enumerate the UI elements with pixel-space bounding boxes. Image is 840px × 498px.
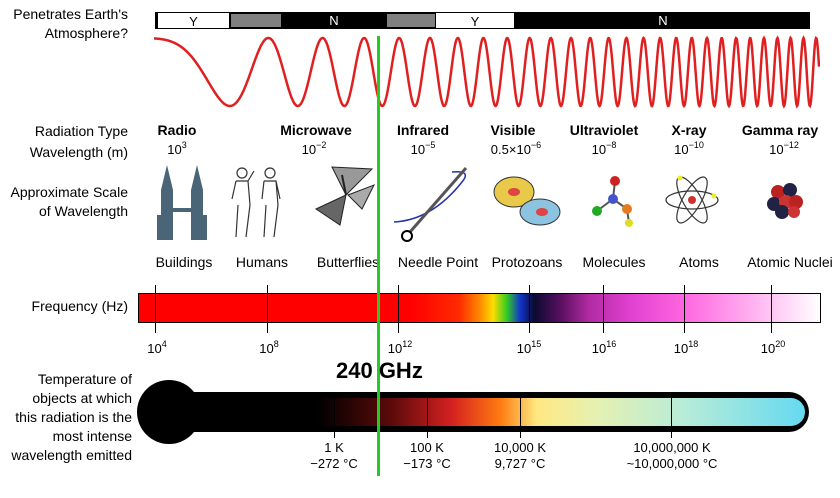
freq-tick-7 — [771, 285, 772, 333]
humans-icon — [231, 167, 281, 238]
temp-label-line3: this radiation is the — [15, 409, 132, 425]
wavelength-xray: 10−10 — [674, 140, 704, 158]
radiation-type-label: Radiation Type — [34, 123, 128, 139]
temp-label-100k: 100 K −173 °C — [403, 440, 451, 471]
temp-tick-2 — [427, 398, 428, 438]
temp-label-line5: wavelength emitted — [11, 447, 132, 463]
scale-label-line1: Approximate Scale — [10, 184, 128, 200]
atmosphere-label-line2: Atmosphere? — [44, 25, 128, 41]
atmosphere-segment-n1: N — [329, 13, 339, 28]
atmosphere-segment-n2: N — [658, 13, 668, 28]
type-ultraviolet: Ultraviolet — [569, 122, 639, 138]
nucleus-icon — [767, 183, 803, 219]
wavelength-gamma-ray: 10−12 — [769, 140, 799, 158]
atmosphere-label: Penetrates Earth's Atmosphere? — [0, 5, 128, 43]
frequency-bar — [138, 293, 821, 323]
temp-tick-4 — [671, 398, 672, 438]
type-infrared: Infrared — [396, 122, 450, 138]
wave-graphic — [154, 35, 820, 109]
scale-protozoans: Protozoans — [491, 254, 563, 270]
needle-icon — [393, 167, 468, 242]
temp-label-line2: objects at which — [32, 390, 132, 406]
freq-tick-6 — [684, 285, 685, 333]
wavelength-infrared: 10−5 — [410, 140, 436, 158]
atmosphere-label-line1: Penetrates Earth's — [13, 6, 128, 22]
atom-icon — [665, 175, 719, 224]
butterfly-icon — [314, 166, 376, 226]
type-microwave: Microwave — [280, 122, 352, 138]
type-xray: X-ray — [671, 122, 707, 138]
wavelength-microwave: 10−2 — [301, 140, 327, 158]
temp-tick-3 — [520, 398, 521, 438]
wave-line — [154, 35, 820, 109]
protozoa-icon — [493, 176, 561, 226]
freq-label-7: 1020 — [760, 339, 786, 357]
freq-tick-5 — [603, 285, 604, 333]
scale-needle-point: Needle Point — [397, 254, 479, 270]
atmosphere-segment-y1: Y — [157, 12, 230, 29]
freq-label-4: 1015 — [516, 339, 542, 357]
freq-tick-1 — [155, 285, 156, 333]
buildings-icon — [157, 165, 207, 240]
type-radio: Radio — [157, 122, 197, 138]
scale-label: Approximate Scale of Wavelength — [0, 183, 128, 221]
wavelength-label: Wavelength (m) — [29, 144, 128, 160]
temp-tick-1 — [334, 398, 335, 438]
temperature-label: Temperature of objects at which this rad… — [0, 370, 132, 465]
scale-humans: Humans — [235, 254, 289, 270]
temp-label-10000k: 10,000 K 9,727 °C — [493, 440, 547, 471]
frequency-label: Frequency (Hz) — [31, 298, 128, 314]
temp-label-line1: Temperature of — [37, 371, 132, 387]
freq-label-3: 1012 — [387, 339, 413, 357]
atmosphere-segment-y2: Y — [435, 12, 515, 29]
freq-label-5: 1016 — [591, 339, 617, 357]
freq-tick-3 — [398, 285, 399, 333]
freq-tick-2 — [267, 285, 268, 333]
freq-label-1: 104 — [147, 339, 167, 357]
wavelength-visible: 0.5×10−6 — [490, 140, 542, 158]
atmosphere-segment-partial1 — [231, 14, 281, 27]
thermometer — [137, 380, 809, 444]
molecule-icon — [592, 176, 633, 227]
marker-line — [377, 36, 380, 476]
marker-label: 240 GHz — [336, 358, 423, 383]
temp-label-1k: 1 K −272 °C — [310, 440, 358, 471]
type-gamma-ray: Gamma ray — [741, 122, 819, 138]
freq-label-6: 1018 — [673, 339, 699, 357]
type-visible: Visible — [490, 122, 536, 138]
scale-molecules: Molecules — [582, 254, 646, 270]
scale-buildings: Buildings — [155, 254, 213, 270]
scale-butterflies: Butterflies — [316, 254, 380, 270]
scale-atoms: Atoms — [679, 254, 719, 270]
wavelength-radio: 103 — [167, 140, 187, 158]
wavelength-ultraviolet: 10−8 — [591, 140, 617, 158]
freq-tick-4 — [529, 285, 530, 333]
scale-atomic-nuclei: Atomic Nuclei — [747, 254, 833, 270]
freq-label-2: 108 — [259, 339, 279, 357]
temp-label-line4: most intense — [52, 428, 132, 444]
temp-label-10000000k: 10,000,000 K ~10,000,000 °C — [626, 440, 718, 471]
scale-label-line2: of Wavelength — [39, 203, 128, 219]
atmosphere-segment-partial2 — [387, 14, 435, 27]
